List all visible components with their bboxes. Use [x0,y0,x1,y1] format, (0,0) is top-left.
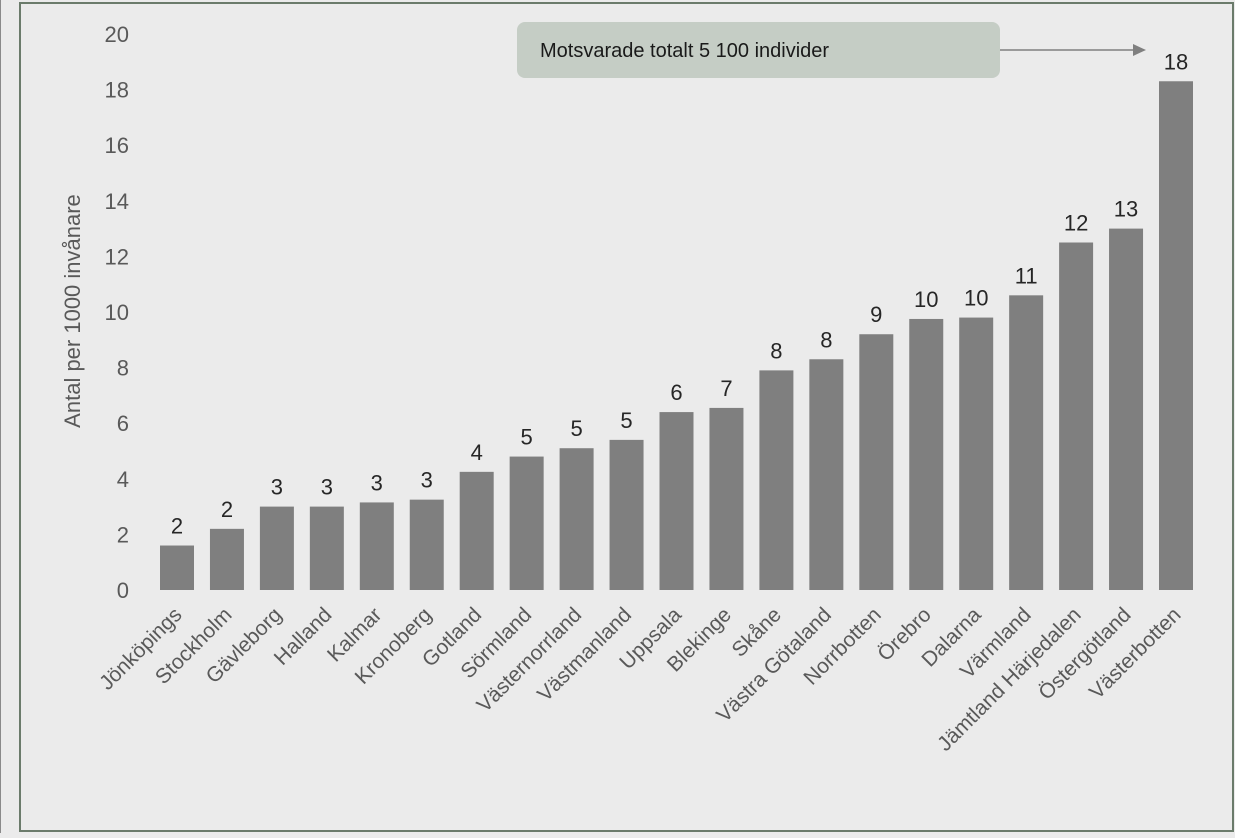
data-label: 4 [471,440,483,465]
bar [609,439,644,590]
bar [809,359,844,590]
y-tick-label: 0 [117,578,129,603]
bar [359,502,394,590]
data-label: 13 [1114,197,1138,222]
data-label: 5 [620,408,632,433]
y-tick-label: 20 [105,22,129,47]
data-label: 6 [670,380,682,405]
bar [160,545,194,590]
y-tick-label: 2 [117,522,129,547]
x-tick-labels: JönköpingsStockholmGävleborgHallandKalma… [95,603,1185,756]
bar [709,407,744,590]
data-label: 2 [221,497,233,522]
y-tick-label: 16 [105,133,129,158]
annotation-arrow-head [1133,44,1146,56]
y-tick-label: 8 [117,356,129,381]
data-label: 3 [371,470,383,495]
annotation-box [517,22,1000,78]
bar [259,506,294,590]
y-axis-title: Antal per 1000 invånare [60,194,85,428]
bar [759,370,794,590]
bar [909,318,944,590]
y-tick-label: 4 [117,467,129,492]
data-label: 10 [964,286,988,311]
bar [1009,295,1044,590]
bar [459,471,494,590]
data-label: 5 [521,425,533,450]
y-tick-label: 6 [117,411,129,436]
bar [959,317,994,590]
chart-border [19,2,1234,832]
data-label: 3 [321,475,333,500]
bar [1109,228,1144,590]
data-label: 8 [770,338,782,363]
data-label: 5 [570,416,582,441]
data-label: 3 [271,475,283,500]
y-tick-labels: 0 2 4 6 8 10 12 14 16 18 20 [105,22,129,603]
bar [559,448,594,590]
data-label: 3 [421,468,433,493]
data-label: 10 [914,287,938,312]
y-tick-label: 18 [105,78,129,103]
bar [1059,242,1094,590]
y-tick-label: 12 [105,244,129,269]
data-label: 11 [1015,263,1038,288]
bar [859,334,894,590]
bar [409,499,444,590]
bar [309,506,344,590]
data-label: 2 [171,514,183,539]
data-label: 7 [720,376,732,401]
bar [209,528,244,590]
y-tick-label: 10 [105,300,129,325]
data-label: 18 [1164,49,1188,74]
bar [509,456,544,590]
annotation: Motsvarade totalt 5 100 individer [517,22,1146,78]
data-label: 12 [1064,211,1088,236]
data-labels: 2 2 3 3 3 3 4 5 5 5 6 7 8 8 9 10 10 11 12 13 18 [171,49,1188,538]
data-label: 9 [870,302,882,327]
annotation-text: Motsvarade totalt 5 100 individer [540,40,829,62]
y-tick-label: 14 [105,189,129,214]
bars [160,81,1193,590]
data-label: 8 [820,327,832,352]
bar [659,412,694,590]
bar [1159,81,1193,590]
